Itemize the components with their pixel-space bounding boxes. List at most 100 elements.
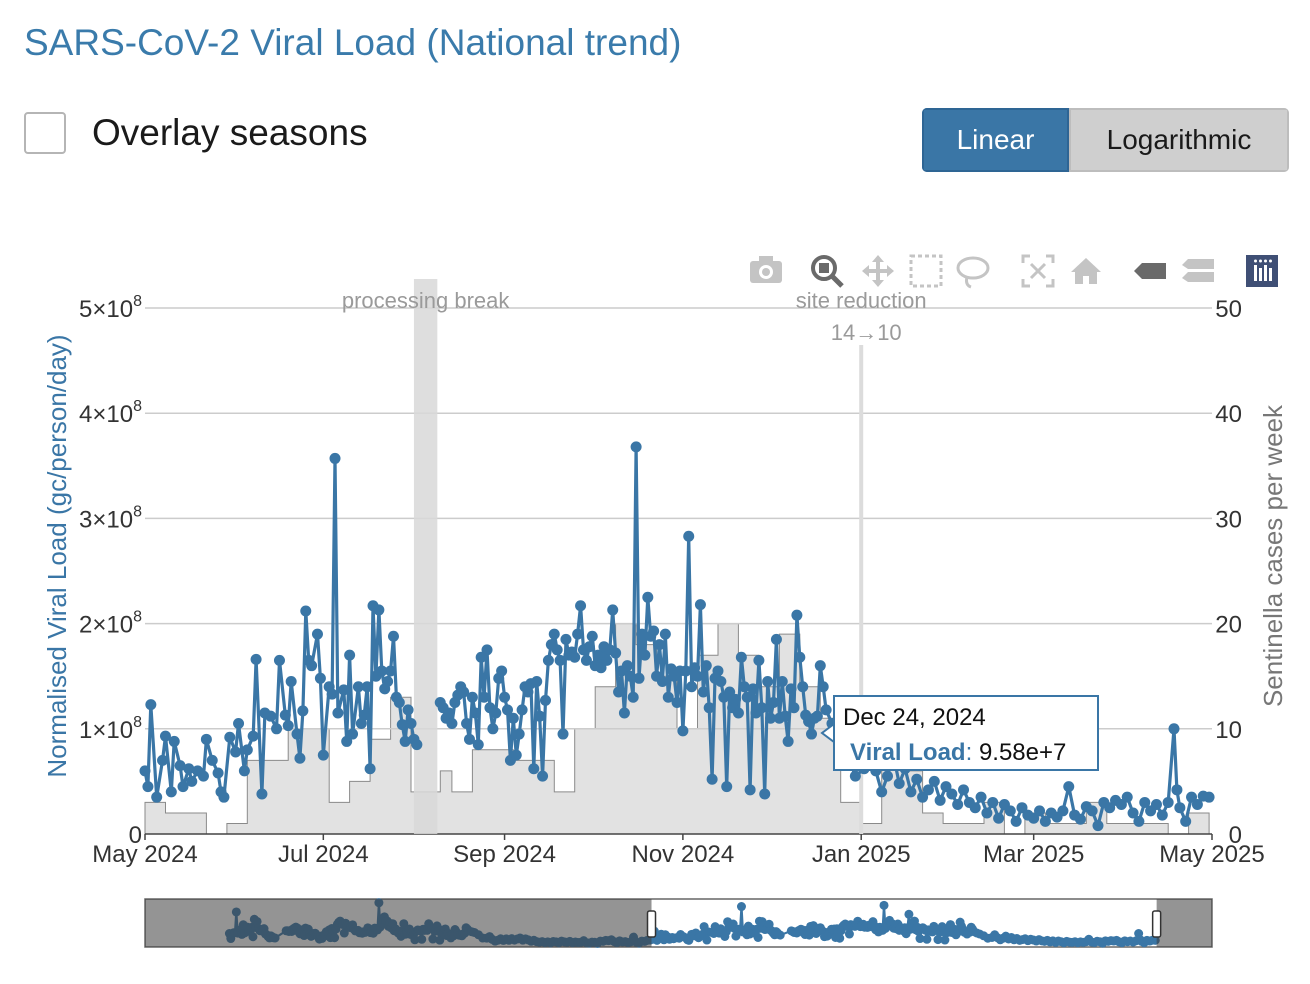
- viral-load-point[interactable]: [238, 765, 250, 777]
- viral-load-point[interactable]: [987, 796, 999, 808]
- viral-load-point[interactable]: [1168, 723, 1180, 735]
- viral-load-point[interactable]: [703, 702, 715, 714]
- viral-load-point[interactable]: [934, 794, 946, 806]
- viral-load-point[interactable]: [712, 665, 724, 677]
- viral-load-point[interactable]: [393, 697, 405, 708]
- viral-load-point[interactable]: [507, 712, 519, 724]
- viral-load-point[interactable]: [537, 770, 549, 782]
- modebar[interactable]: [750, 254, 1278, 289]
- overlay-seasons-checkbox[interactable]: [24, 112, 66, 154]
- viral-load-point[interactable]: [928, 775, 940, 787]
- viral-load-point[interactable]: [820, 704, 832, 716]
- viral-load-point[interactable]: [554, 654, 566, 666]
- viral-load-point[interactable]: [1104, 802, 1116, 814]
- viral-load-point[interactable]: [265, 710, 277, 722]
- viral-load-point[interactable]: [1034, 805, 1046, 817]
- viral-load-point[interactable]: [730, 693, 742, 705]
- viral-load-point[interactable]: [706, 773, 718, 785]
- viral-load-point[interactable]: [174, 760, 186, 772]
- viral-load-point[interactable]: [756, 702, 768, 714]
- viral-load-point[interactable]: [218, 791, 230, 803]
- viral-load-point[interactable]: [814, 660, 826, 672]
- viral-load-point[interactable]: [396, 719, 408, 731]
- viral-load-point[interactable]: [791, 609, 803, 621]
- viral-load-point[interactable]: [145, 699, 157, 711]
- viral-load-point[interactable]: [692, 670, 704, 682]
- viral-load-point[interactable]: [358, 709, 370, 721]
- viral-load-point[interactable]: [759, 788, 771, 800]
- viral-load-point[interactable]: [186, 775, 198, 787]
- viral-load-point[interactable]: [1028, 812, 1040, 824]
- viral-load-point[interactable]: [206, 754, 218, 766]
- viral-load-point[interactable]: [946, 788, 958, 800]
- viral-load-point[interactable]: [472, 739, 484, 751]
- viral-load-point[interactable]: [399, 735, 411, 747]
- viral-load-point[interactable]: [271, 723, 283, 735]
- viral-load-point[interactable]: [583, 641, 595, 653]
- viral-load-point[interactable]: [876, 786, 888, 798]
- viral-load-point[interactable]: [481, 644, 493, 656]
- viral-load-point[interactable]: [958, 784, 970, 796]
- viral-load-point[interactable]: [513, 728, 525, 740]
- viral-load-point[interactable]: [656, 675, 668, 687]
- viral-load-point[interactable]: [633, 672, 645, 684]
- viral-load-point[interactable]: [183, 763, 195, 775]
- viral-load-point[interactable]: [548, 628, 560, 640]
- viral-load-point[interactable]: [586, 630, 598, 642]
- viral-load-point[interactable]: [747, 683, 759, 695]
- viral-load-point[interactable]: [344, 649, 356, 661]
- viral-load-point[interactable]: [917, 791, 929, 803]
- viral-load-point[interactable]: [601, 654, 613, 666]
- viral-load-point[interactable]: [744, 784, 756, 796]
- viral-load-point[interactable]: [478, 691, 490, 703]
- camera-icon[interactable]: [750, 256, 782, 283]
- viral-load-point[interactable]: [642, 591, 654, 603]
- viral-load-point[interactable]: [461, 718, 473, 730]
- viral-load-point[interactable]: [347, 728, 359, 740]
- viral-load-point[interactable]: [475, 651, 487, 663]
- viral-load-point[interactable]: [557, 728, 569, 740]
- viral-load-point[interactable]: [355, 718, 367, 730]
- scale-toggle[interactable]: Linear Logarithmic: [922, 108, 1289, 172]
- viral-load-point[interactable]: [279, 709, 291, 721]
- viral-load-point[interactable]: [224, 731, 236, 743]
- viral-load-point[interactable]: [241, 744, 253, 756]
- viral-load-point[interactable]: [551, 644, 563, 656]
- viral-load-point[interactable]: [385, 665, 397, 677]
- viral-load-point[interactable]: [341, 735, 353, 747]
- viral-load-point[interactable]: [639, 649, 651, 661]
- home-icon[interactable]: [1071, 258, 1101, 284]
- viral-load-point[interactable]: [738, 681, 750, 693]
- viral-load-point[interactable]: [361, 681, 373, 693]
- viral-load-point[interactable]: [157, 754, 169, 766]
- viral-load-point[interactable]: [314, 672, 326, 684]
- range-slider-handle-left[interactable]: [646, 910, 657, 938]
- viral-load-point[interactable]: [741, 691, 753, 703]
- viral-load-point[interactable]: [993, 812, 1005, 824]
- viral-load-point[interactable]: [142, 781, 154, 793]
- viral-load-point[interactable]: [317, 749, 329, 761]
- viral-load-point[interactable]: [490, 707, 502, 719]
- viral-load-point[interactable]: [443, 707, 455, 719]
- viral-load-point[interactable]: [1016, 802, 1028, 814]
- viral-load-point[interactable]: [496, 665, 508, 677]
- viral-load-point[interactable]: [624, 670, 636, 682]
- viral-load-point[interactable]: [922, 784, 934, 796]
- viral-load-point[interactable]: [1139, 796, 1151, 808]
- viral-load-point[interactable]: [1162, 796, 1174, 808]
- viral-load-point[interactable]: [969, 802, 981, 814]
- range-slider[interactable]: [144, 898, 1213, 948]
- viral-load-point[interactable]: [165, 786, 177, 798]
- viral-load-point[interactable]: [373, 604, 385, 616]
- hover-closest-icon[interactable]: [1134, 263, 1166, 279]
- viral-load-point[interactable]: [762, 675, 774, 687]
- viral-load-point[interactable]: [1150, 799, 1162, 811]
- viral-load-point[interactable]: [613, 686, 625, 698]
- viral-load-point[interactable]: [975, 791, 987, 803]
- viral-load-point[interactable]: [1186, 791, 1198, 803]
- viral-load-point[interactable]: [569, 651, 581, 663]
- viral-load-point[interactable]: [402, 704, 414, 716]
- viral-load-point[interactable]: [338, 684, 350, 696]
- viral-load-point[interactable]: [291, 728, 303, 740]
- viral-load-point[interactable]: [618, 707, 630, 719]
